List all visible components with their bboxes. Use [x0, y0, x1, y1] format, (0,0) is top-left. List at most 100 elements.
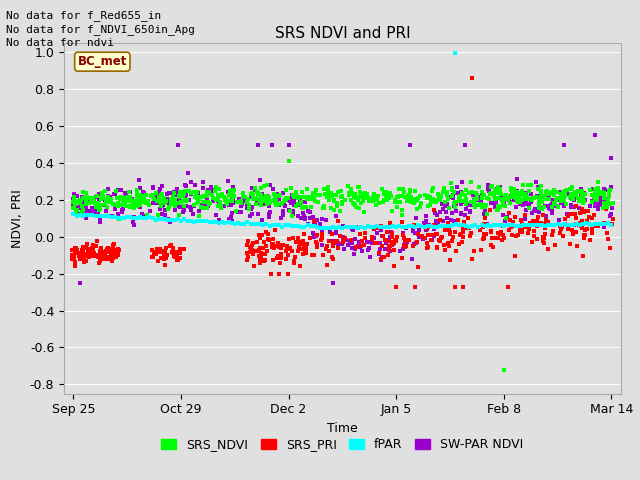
Point: [84, 251, 95, 259]
Point: [365, 195, 375, 203]
Point: [287, 192, 298, 199]
Point: [215, 192, 225, 200]
Point: [410, 223, 420, 231]
Point: [68, 204, 78, 212]
Point: [495, 231, 505, 239]
Point: [450, 198, 460, 205]
Point: [151, 190, 161, 197]
Point: [284, 141, 294, 148]
Point: [72, 192, 82, 200]
Point: [600, 201, 611, 209]
Point: [228, 191, 238, 198]
Point: [460, 186, 470, 194]
Point: [367, 233, 377, 240]
Point: [195, 192, 205, 200]
Point: [288, 211, 298, 218]
Point: [395, 198, 405, 206]
Point: [586, 229, 596, 237]
Point: [448, 234, 458, 241]
Point: [156, 254, 166, 262]
Point: [272, 190, 282, 198]
Point: [463, 224, 474, 231]
Point: [543, 193, 554, 201]
Point: [228, 189, 238, 197]
Point: [477, 189, 487, 196]
Point: [108, 200, 118, 208]
Point: [315, 192, 325, 199]
Point: [146, 192, 156, 200]
Point: [571, 220, 581, 228]
Point: [551, 196, 561, 204]
Point: [69, 244, 79, 252]
Point: [202, 199, 212, 206]
Point: [422, 194, 432, 202]
Point: [380, 245, 390, 252]
Point: [397, 223, 408, 230]
Point: [400, 243, 410, 251]
Point: [514, 193, 524, 201]
Point: [110, 250, 120, 258]
Point: [451, 207, 461, 215]
Point: [502, 213, 513, 220]
Point: [447, 238, 458, 245]
Point: [451, 200, 461, 207]
Point: [99, 198, 109, 206]
Point: [72, 212, 82, 220]
Point: [479, 234, 489, 242]
Point: [313, 198, 323, 205]
Point: [203, 186, 213, 194]
Point: [91, 208, 101, 216]
Point: [291, 188, 301, 195]
Point: [546, 221, 556, 229]
Point: [288, 234, 298, 241]
Point: [129, 198, 139, 205]
Text: BC_met: BC_met: [77, 55, 127, 68]
Point: [423, 194, 433, 202]
Point: [521, 206, 531, 214]
Point: [134, 197, 144, 205]
Point: [368, 197, 378, 204]
Point: [559, 141, 570, 148]
Point: [423, 232, 433, 240]
Point: [180, 188, 191, 195]
Point: [99, 255, 109, 263]
Point: [566, 204, 576, 211]
Point: [412, 214, 422, 221]
Point: [388, 240, 398, 248]
Point: [132, 201, 142, 208]
Point: [307, 193, 317, 201]
Point: [559, 202, 569, 210]
Point: [524, 204, 534, 212]
Point: [289, 193, 300, 201]
Point: [163, 203, 173, 211]
Point: [297, 188, 307, 196]
Point: [81, 207, 92, 215]
Point: [454, 240, 464, 248]
Point: [328, 242, 338, 250]
Point: [417, 232, 428, 240]
Point: [524, 200, 534, 207]
Point: [198, 217, 209, 225]
Point: [260, 242, 271, 250]
Point: [337, 192, 348, 199]
Point: [442, 219, 452, 227]
Point: [135, 199, 145, 206]
Point: [214, 186, 224, 193]
Point: [358, 195, 368, 203]
Point: [259, 200, 269, 208]
Point: [148, 183, 158, 191]
Point: [329, 197, 339, 204]
Point: [292, 192, 302, 200]
Point: [593, 205, 604, 213]
Point: [495, 190, 506, 198]
Point: [155, 245, 165, 253]
Point: [547, 189, 557, 196]
Point: [571, 228, 581, 236]
Point: [92, 252, 102, 260]
Point: [350, 245, 360, 253]
Point: [167, 196, 177, 204]
Point: [113, 251, 123, 259]
Point: [590, 196, 600, 204]
Point: [469, 248, 479, 255]
Point: [160, 215, 170, 222]
